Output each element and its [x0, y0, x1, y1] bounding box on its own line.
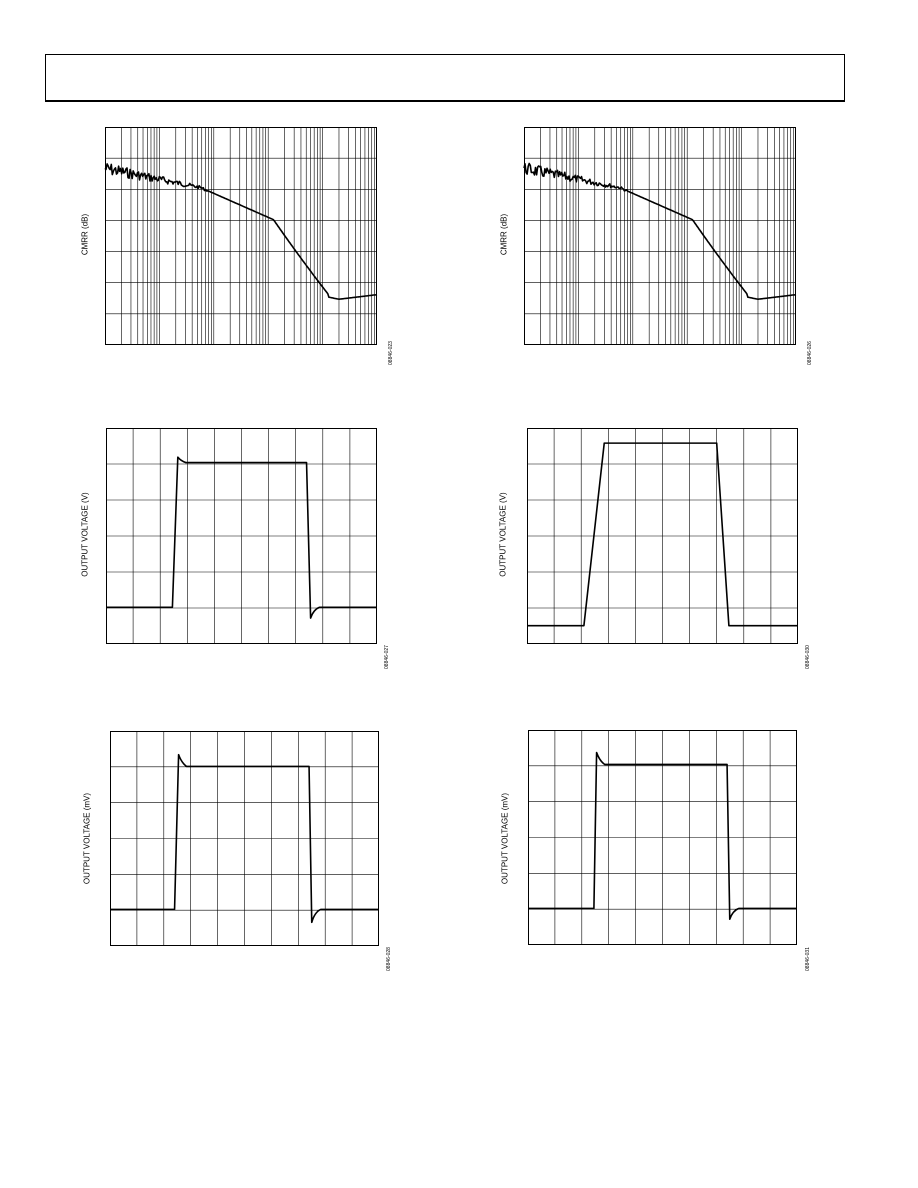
pulse-trace: [106, 456, 377, 619]
pulse-mv-left-ylabel: OUTPUT VOLTAGE (mV): [82, 792, 92, 885]
pulse-trace: [110, 753, 379, 924]
cmrr-right-figure-code: 08846-026: [807, 341, 813, 365]
cmrr-curve: [523, 162, 797, 300]
figure-pulse-v-right: [527, 428, 798, 644]
cmrr-left-ylabel: CMRR (dB): [80, 213, 90, 256]
pulse-mv-left-figure-code: 08846-028: [386, 947, 392, 971]
pulse-trace: [528, 751, 797, 920]
pulse-mv-left-plot: [110, 731, 379, 946]
pulse-v-left-figure-code: 08846-027: [384, 645, 390, 669]
plot-frame: [524, 127, 796, 345]
pulse-mv-right-figure-code: 08846-031: [805, 947, 811, 971]
cmrr-left-figure-code: 08846-023: [388, 341, 394, 365]
pulse-mv-right-ylabel: OUTPUT VOLTAGE (mV): [500, 792, 510, 885]
pulse-v-left-ylabel: OUTPUT VOLTAGE (V): [80, 492, 90, 577]
pulse-v-right-figure-code: 08846-030: [805, 645, 811, 669]
plot-frame: [105, 127, 377, 345]
pulse-v-right-plot: [527, 428, 798, 644]
figure-cmrr-right: [523, 127, 797, 345]
figure-pulse-mv-left: [110, 731, 379, 946]
cmrr-right-plot: [523, 127, 797, 345]
pulse-mv-right-plot: [528, 730, 797, 945]
pulse-trace: [527, 442, 798, 627]
page-header-box: [45, 54, 845, 102]
figure-pulse-v-left: [106, 428, 377, 644]
figure-pulse-mv-right: [528, 730, 797, 945]
pulse-v-right-ylabel: OUTPUT VOLTAGE (V): [498, 492, 508, 577]
cmrr-curve: [104, 163, 378, 300]
figure-cmrr-left: [104, 127, 378, 345]
pulse-v-left-plot: [106, 428, 377, 644]
cmrr-right-ylabel: CMRR (dB): [499, 213, 509, 256]
cmrr-left-plot: [104, 127, 378, 345]
